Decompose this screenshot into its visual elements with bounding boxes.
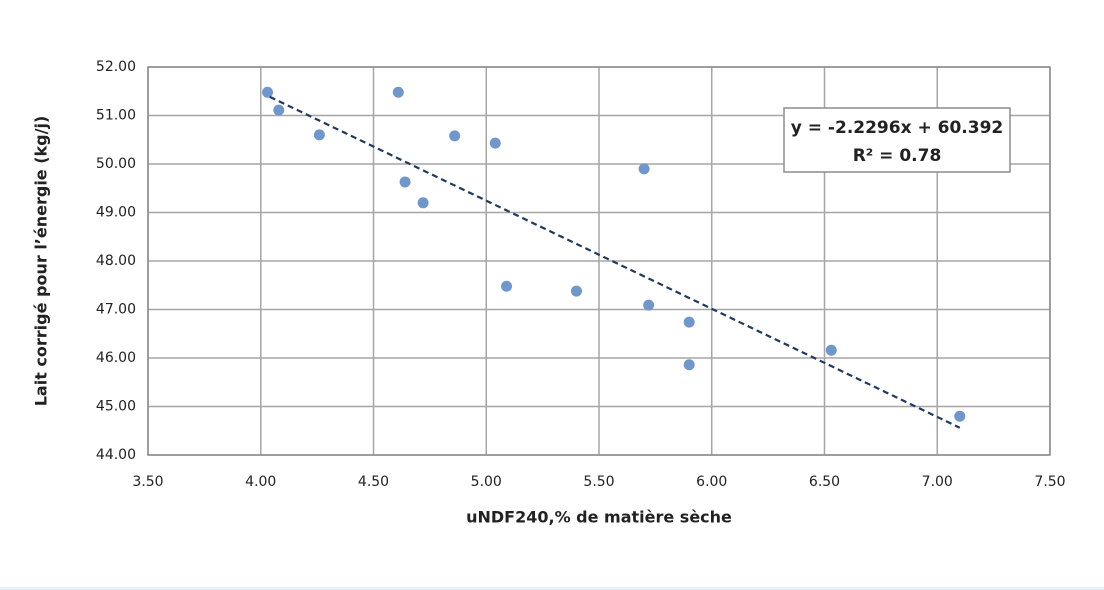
y-tick-label: 52.00 <box>96 59 136 75</box>
point <box>683 359 695 371</box>
x-tick-label: 6.50 <box>809 474 840 490</box>
point <box>313 129 325 141</box>
point <box>683 316 695 328</box>
annotation: y = -2.2296x + 60.392 <box>791 118 1003 138</box>
y-tick-label: 49.00 <box>96 205 136 221</box>
trendline <box>269 95 961 429</box>
x-axis-title: uNDF240,% de matière sèche <box>466 508 732 527</box>
bottom-strip <box>0 587 1104 590</box>
x-tick-label: 7.00 <box>922 474 953 490</box>
point <box>392 86 404 98</box>
point <box>954 410 966 422</box>
y-tick-label: 45.00 <box>96 399 136 415</box>
annotation: R² = 0.78 <box>853 146 942 166</box>
point <box>449 130 461 142</box>
point <box>825 344 837 356</box>
point <box>273 104 285 116</box>
x-tick-label: 7.50 <box>1034 474 1065 490</box>
x-tick-label: 4.50 <box>358 474 389 490</box>
y-axis-title: Lait corrigé pour l’énergie (kg/j) <box>32 116 51 407</box>
x-tick-label: 5.50 <box>583 474 614 490</box>
x-tick-label: 6.00 <box>696 474 727 490</box>
point <box>638 163 650 175</box>
y-tick-label: 47.00 <box>96 302 136 318</box>
y-tick-label: 50.00 <box>96 156 136 172</box>
plot-border <box>147 66 1051 456</box>
point <box>399 176 411 188</box>
point <box>570 285 582 297</box>
x-tick-label: 4.00 <box>245 474 276 490</box>
y-tick-label: 51.00 <box>96 108 136 124</box>
x-tick-label: 5.00 <box>471 474 502 490</box>
y-tick-label: 44.00 <box>96 447 136 463</box>
point <box>489 137 501 149</box>
y-tick-label: 46.00 <box>96 350 136 366</box>
x-tick-label: 3.50 <box>132 474 163 490</box>
point <box>501 280 513 292</box>
point <box>262 86 274 98</box>
annotation-box <box>783 107 1011 173</box>
y-tick-label: 48.00 <box>96 253 136 269</box>
point <box>417 197 429 209</box>
point <box>643 299 655 311</box>
